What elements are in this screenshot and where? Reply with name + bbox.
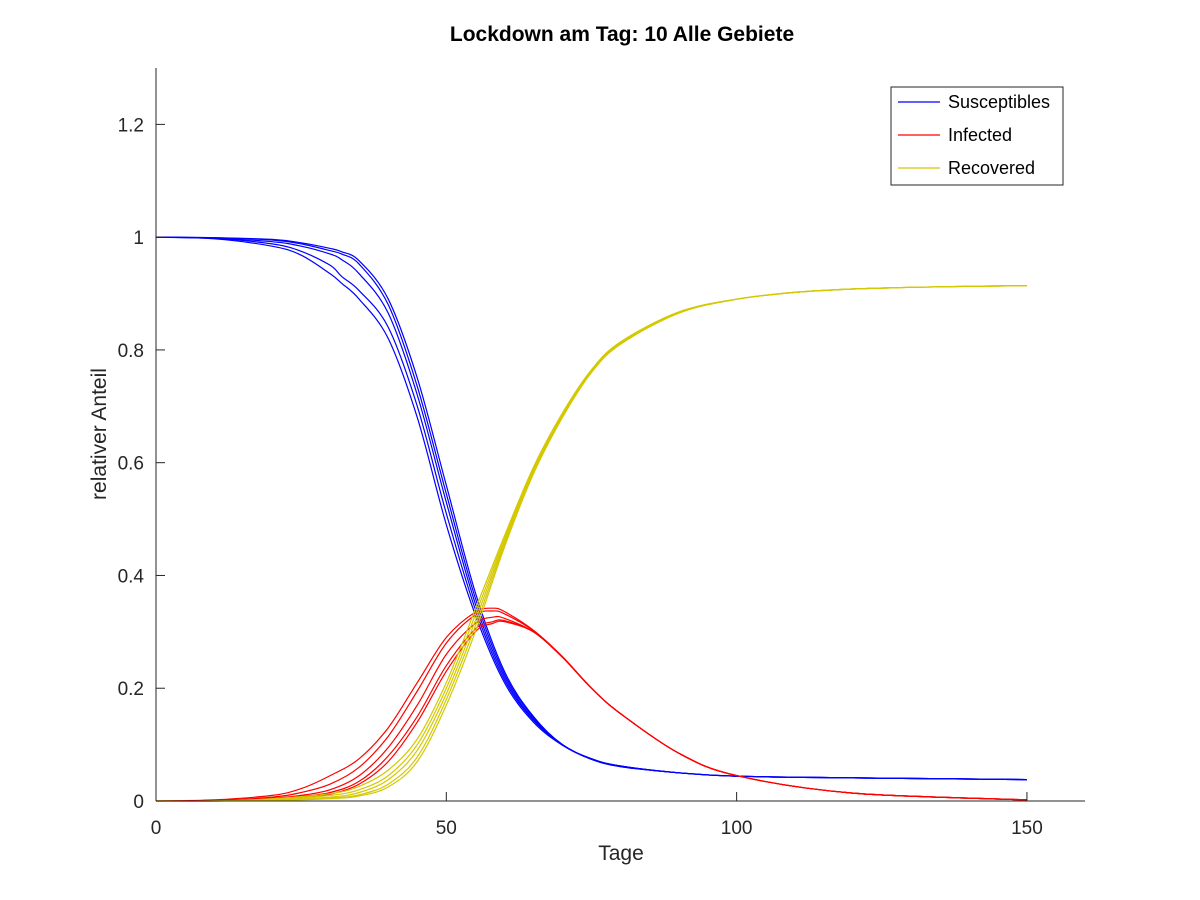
y-tick-label: 0.4	[118, 566, 145, 587]
series-line-susceptibles	[155, 236, 1027, 781]
series-line-infected	[155, 610, 1027, 802]
legend: Susceptibles Infected Recovered	[890, 86, 1064, 186]
y-tick-label: 0	[133, 792, 144, 813]
y-tick-label: 0.8	[118, 341, 144, 362]
legend-items: Susceptibles Infected Recovered	[898, 92, 1050, 178]
x-tick-label: 0	[151, 818, 162, 839]
series-line-susceptibles	[155, 236, 1027, 781]
series-line-infected	[155, 615, 1027, 802]
series-line-infected	[155, 620, 1027, 802]
series-line-susceptibles	[155, 236, 1027, 781]
series-line-recovered	[155, 285, 1027, 802]
series-line-susceptibles	[155, 236, 1027, 781]
series-line-infected	[155, 619, 1027, 802]
series-line-recovered	[155, 285, 1027, 802]
series-line-infected	[155, 607, 1027, 802]
x-tick-label: 100	[721, 818, 753, 839]
x-axis-label: Tage	[598, 842, 644, 865]
y-tick-label: 1.2	[118, 115, 144, 136]
tick-layer: 0 50 100 150 0 0.2 0.4 0.6 0.8 1 1.2	[118, 115, 1043, 839]
series-line-recovered	[155, 285, 1027, 802]
series-line-susceptibles	[155, 236, 1027, 781]
legend-box	[890, 86, 1064, 186]
y-tick-label: 1	[133, 228, 144, 249]
legend-label: Recovered	[948, 158, 1035, 178]
y-tick-label: 0.2	[118, 679, 144, 700]
chart-title: Lockdown am Tag: 10 Alle Gebiete	[450, 23, 794, 46]
plot-area: 0 50 100 150 0 0.2 0.4 0.6 0.8 1 1.2	[118, 68, 1085, 839]
x-tick-label: 50	[436, 818, 457, 839]
series-line-recovered	[155, 285, 1027, 802]
legend-label: Susceptibles	[948, 92, 1050, 112]
y-tick-label: 0.6	[118, 454, 144, 475]
series-line-recovered	[155, 285, 1027, 802]
legend-label: Infected	[948, 125, 1012, 145]
series-layer	[155, 236, 1027, 802]
y-axis-label: relativer Anteil	[88, 368, 111, 500]
x-tick-label: 150	[1011, 818, 1043, 839]
